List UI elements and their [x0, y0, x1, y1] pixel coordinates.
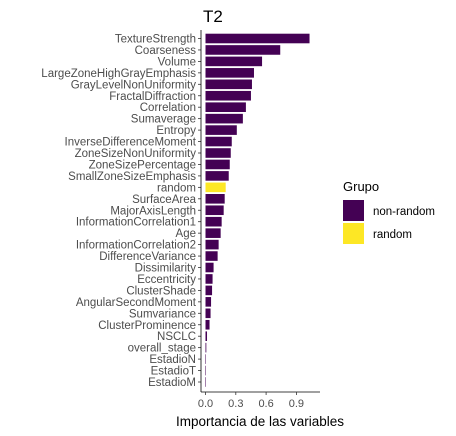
bar-ClusterShade [205, 285, 213, 296]
x-axis-ticks: 0.0 0.3 0.6 0.9 [198, 392, 304, 410]
bar-DifferenceVariance [205, 251, 218, 261]
x-tick-label-0.9: 0.9 [289, 398, 304, 410]
bar-InverseDifferenceMoment [205, 136, 232, 147]
bar-Eccentricity [205, 274, 213, 284]
bar-Volume [205, 56, 263, 67]
category-label-InverseDifferenceMoment: InverseDifferenceMoment [65, 137, 197, 149]
category-label-overall_stage: overall_stage [128, 343, 196, 355]
x-axis-title: Importancia de las variables [176, 414, 344, 429]
category-label-SmallZoneSizeEmphasis: SmallZoneSizeEmphasis [68, 171, 196, 183]
category-label-Eccentricity: Eccentricity [137, 274, 196, 286]
category-label-Age: Age [176, 228, 196, 240]
category-label-GrayLevelNonUniformity: GrayLevelNonUniformity [71, 79, 197, 91]
bar-random [205, 182, 226, 193]
legend-swatch-non-random [343, 200, 364, 221]
bar-Sumaverage [205, 113, 243, 124]
bar-SmallZoneSizeEmphasis [205, 171, 229, 181]
bar-SurfaceArea [205, 194, 225, 204]
category-label-ClusterShade: ClusterShade [126, 285, 196, 297]
bar-Sumvariance [205, 308, 211, 319]
category-label-EstadioN: EstadioN [149, 354, 196, 366]
category-label-Sumvariance: Sumvariance [129, 308, 196, 320]
category-label-ZoneSizeNonUniformity: ZoneSizeNonUniformity [75, 148, 197, 160]
category-label-EstadioT: EstadioT [151, 366, 196, 378]
category-label-NSCLC: NSCLC [157, 331, 196, 343]
bar-InformationCorrelation1 [205, 216, 222, 227]
bar-EstadioM [205, 377, 206, 387]
x-tick-label-0.0: 0.0 [198, 398, 213, 410]
category-label-random: random [157, 182, 196, 194]
bar-AngularSecondMoment [205, 297, 212, 307]
legend: Grupo non-random random [343, 179, 435, 244]
bars-group [205, 33, 310, 387]
category-label-FractalDiffraction: FractalDiffraction [109, 91, 196, 103]
bar-ZoneSizePercentage [205, 159, 230, 170]
category-label-MajorAxisLength: MajorAxisLength [110, 205, 196, 217]
bar-TextureStrength [205, 33, 310, 44]
bar-EstadioT [205, 365, 206, 376]
bar-GrayLevelNonUniformity [205, 79, 252, 90]
chart-title: T2 [203, 7, 223, 26]
bar-Entropy [205, 125, 237, 135]
category-label-EstadioM: EstadioM [148, 377, 196, 389]
category-label-Coarseness: Coarseness [135, 45, 197, 57]
category-label-ZoneSizePercentage: ZoneSizePercentage [89, 159, 196, 171]
category-label-TextureStrength: TextureStrength [115, 34, 196, 46]
category-label-AngularSecondMoment: AngularSecondMoment [76, 297, 197, 309]
category-label-Dissimilarity: Dissimilarity [135, 263, 197, 275]
bar-EstadioN [205, 354, 206, 364]
legend-label-non-random: non-random [373, 206, 435, 218]
bar-InformationCorrelation2 [205, 239, 219, 250]
category-label-ClusterProminence: ClusterProminence [98, 320, 196, 332]
bar-FractalDiffraction [205, 90, 251, 101]
category-label-DifferenceVariance: DifferenceVariance [99, 251, 196, 263]
category-label-InformationCorrelation1: InformationCorrelation1 [76, 217, 196, 229]
category-label-Sumaverage: Sumaverage [131, 114, 196, 126]
category-labels: TextureStrengthCoarsenessVolumeLargeZone… [41, 34, 201, 389]
bar-ZoneSizeNonUniformity [205, 148, 231, 158]
category-label-Volume: Volume [158, 56, 196, 68]
bar-Coarseness [205, 45, 281, 55]
category-label-Entropy: Entropy [156, 125, 196, 137]
category-label-Correlation: Correlation [140, 102, 196, 114]
bar-LargeZoneHighGrayEmphasis [205, 68, 254, 78]
bar-ClusterProminence [205, 319, 210, 330]
legend-label-random: random [373, 229, 412, 241]
bar-Dissimilarity [205, 262, 214, 273]
x-tick-label-0.6: 0.6 [258, 398, 273, 410]
category-label-SurfaceArea: SurfaceArea [132, 194, 197, 206]
category-label-LargeZoneHighGrayEmphasis: LargeZoneHighGrayEmphasis [41, 68, 196, 80]
bar-MajorAxisLength [205, 205, 224, 216]
legend-swatch-random [343, 223, 364, 244]
x-tick-label-0.3: 0.3 [228, 398, 243, 410]
bar-Age [205, 228, 221, 238]
legend-title: Grupo [343, 179, 379, 194]
bar-Correlation [205, 102, 246, 112]
bar-overall_stage [205, 342, 207, 353]
bar-NSCLC [205, 331, 208, 341]
category-label-InformationCorrelation2: InformationCorrelation2 [76, 240, 196, 252]
